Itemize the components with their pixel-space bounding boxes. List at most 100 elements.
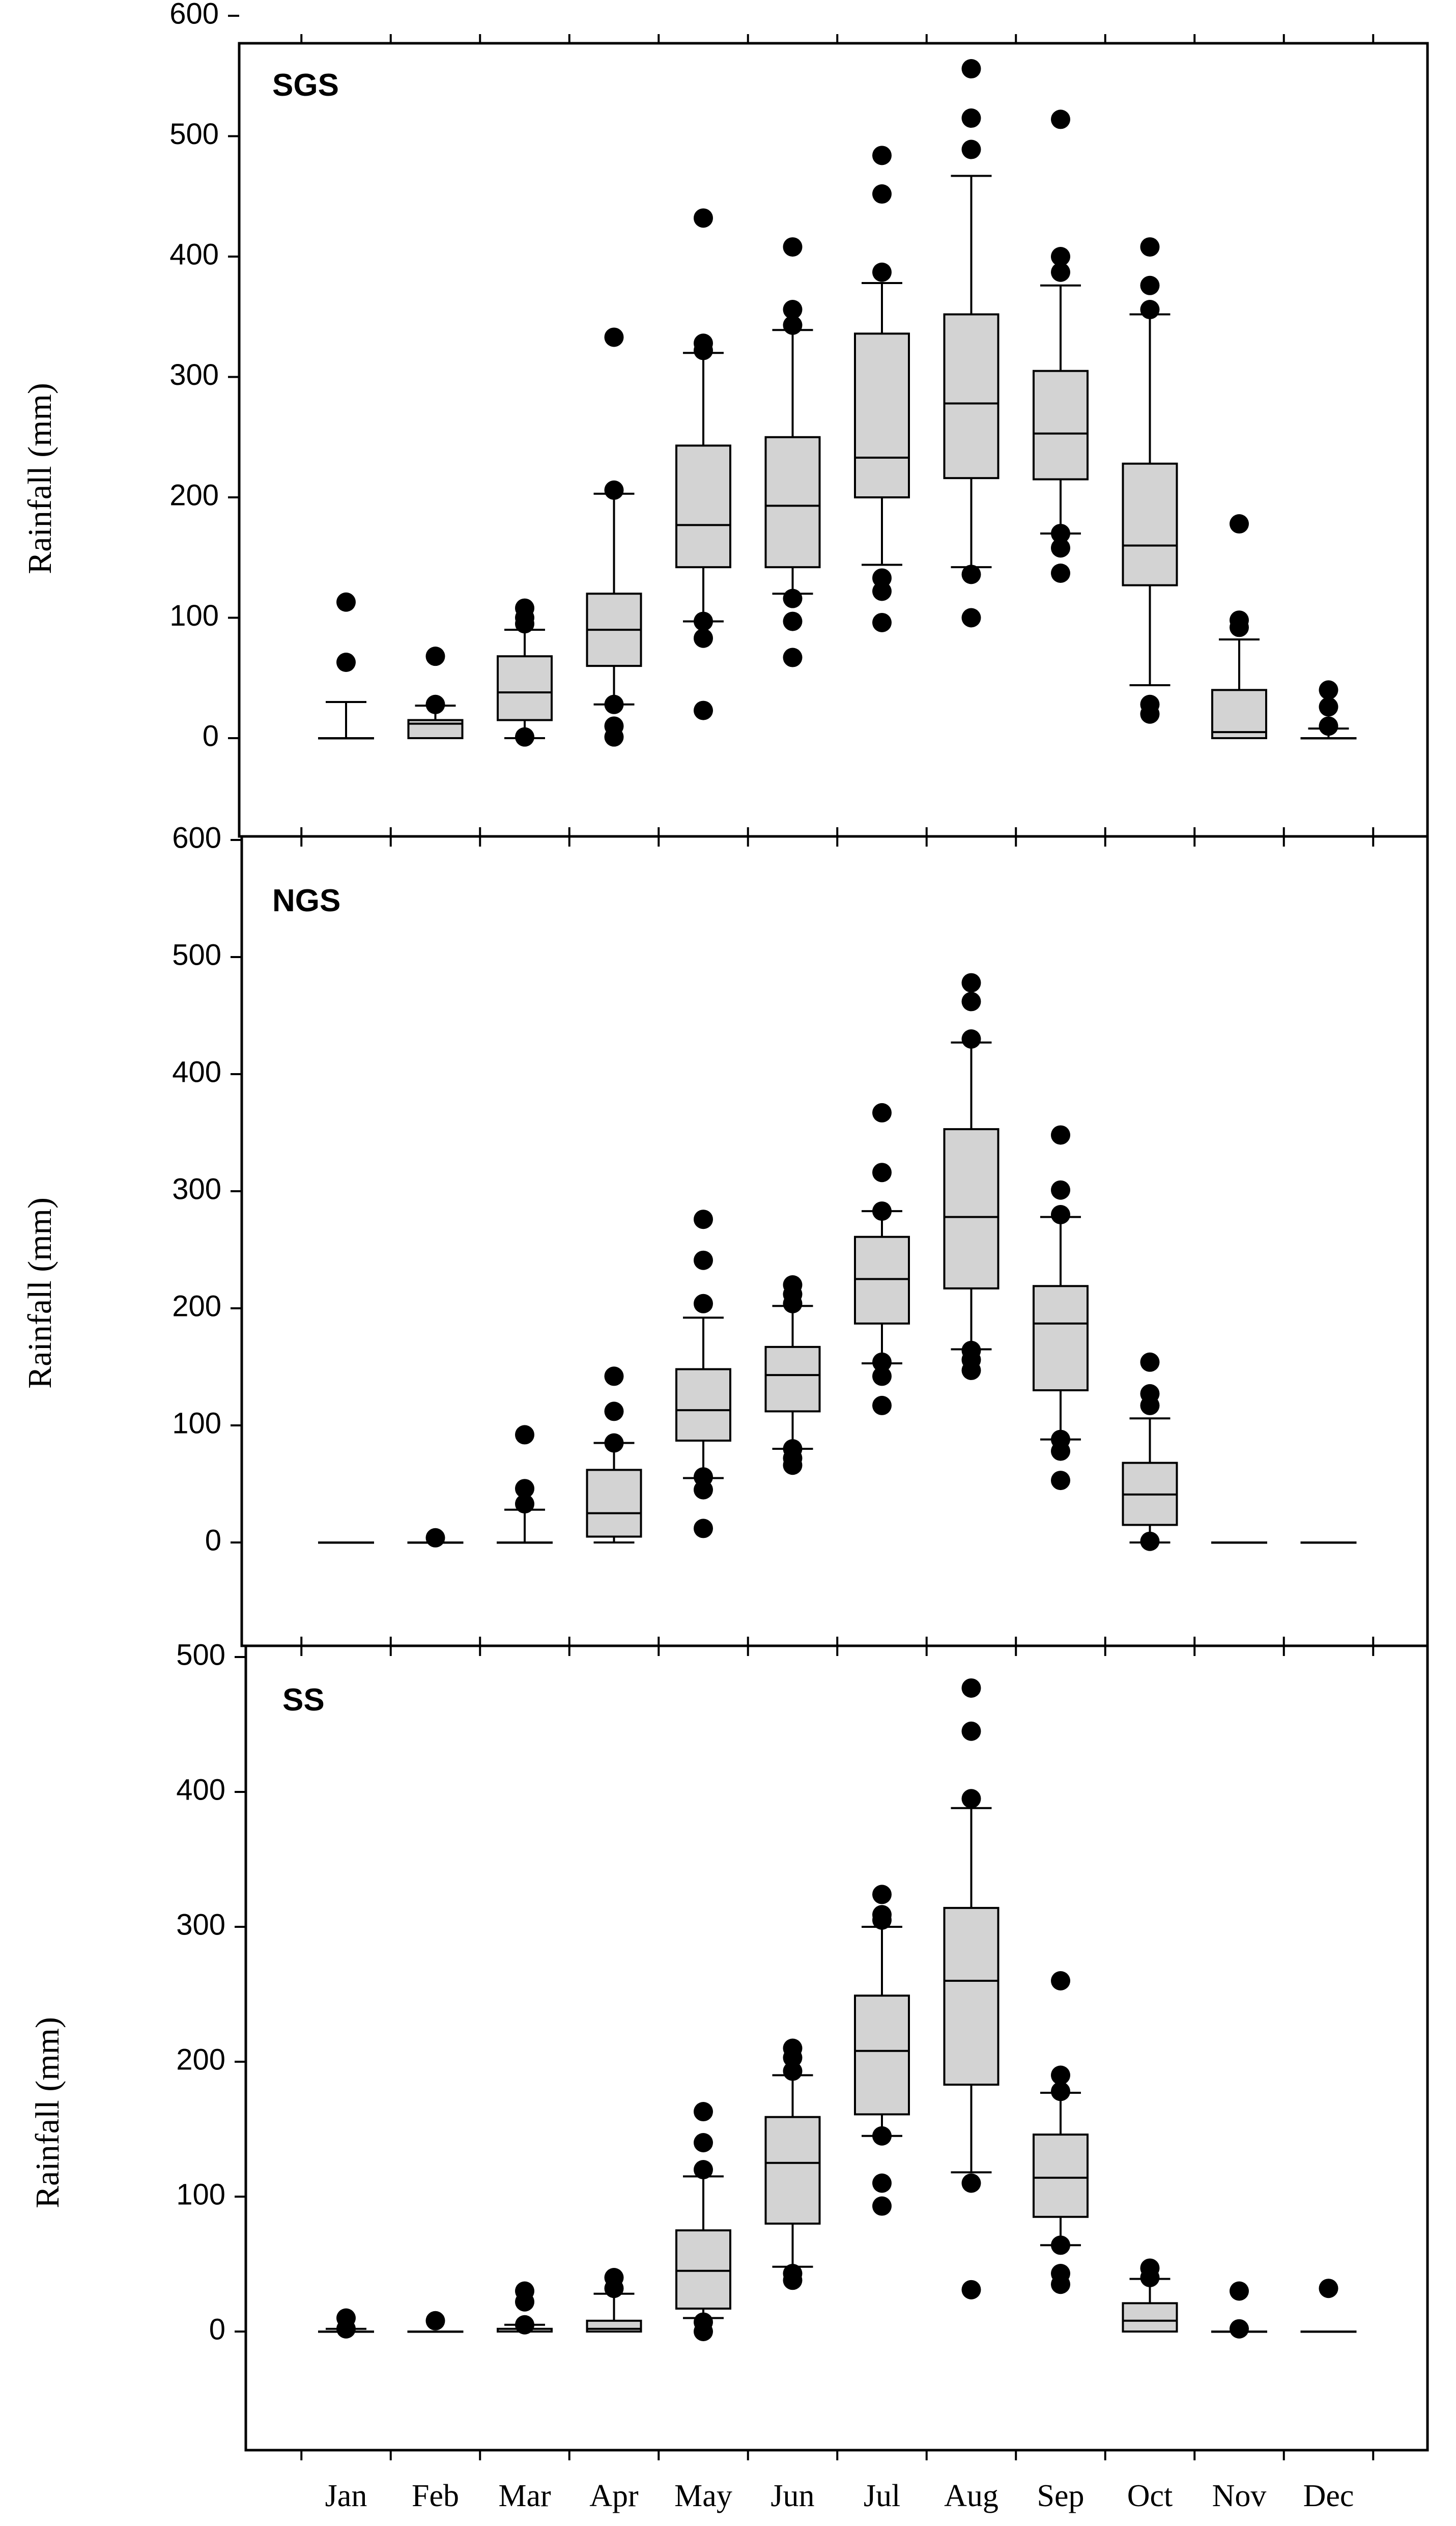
outlier-point [1230, 610, 1249, 630]
outlier-point [604, 1366, 624, 1386]
y-tick-label: 0 [205, 1524, 221, 1557]
outlier-point [961, 1789, 981, 1809]
iqr-box [675, 1368, 731, 1442]
outlier-point [604, 2268, 624, 2287]
outlier-point [1051, 262, 1070, 282]
iqr-box [764, 2116, 821, 2225]
outlier-point [1140, 300, 1160, 320]
outlier-point [1051, 1471, 1070, 1491]
outlier-point [694, 208, 713, 228]
outlier-point [1140, 1384, 1160, 1404]
box-feb [407, 647, 464, 740]
outlier-point [515, 598, 534, 618]
x-tick-label-aug: Aug [944, 2479, 998, 2513]
y-ticks: 0 100 200 300 400 500 600 [169, 0, 239, 752]
outlier-point [872, 612, 892, 632]
outlier-point [1230, 2281, 1249, 2301]
y-axis-label: Rainfall (mm) [21, 383, 59, 574]
box-mar [497, 2281, 553, 2335]
outlier-point [515, 2315, 534, 2335]
outlier-point [1140, 237, 1160, 257]
y-tick-label: 200 [172, 1289, 221, 1323]
iqr-box [854, 1995, 910, 2116]
outlier-point [872, 1366, 892, 1386]
iqr-box [675, 2229, 731, 2310]
outlier-point [425, 694, 445, 714]
plot-frame [240, 835, 1429, 1647]
y-tick-label: 100 [169, 599, 219, 632]
outlier-point [783, 1439, 803, 1458]
box-dec [1300, 2279, 1357, 2333]
box-nov [1211, 2281, 1267, 2339]
outlier-point [1230, 2319, 1249, 2339]
panel-ngs: NGS Rainfall (mm) 0 100 200 300 400 500 600 [21, 821, 1429, 1656]
box-sep [1033, 1125, 1089, 1491]
box-aug [943, 1678, 1000, 2299]
y-tick-label: 200 [169, 479, 219, 512]
y-tick-label: 300 [169, 358, 219, 391]
outlier-point [694, 2160, 713, 2179]
x-tick-labels: Jan Feb Mar Apr May Jun Jul Aug Sep Oct Nov Dec [325, 2479, 1354, 2513]
iqr-box [854, 332, 910, 498]
outlier-point [1051, 2065, 1070, 2085]
box-mar [497, 598, 553, 747]
x-tick-label-feb: Feb [412, 2479, 459, 2513]
outlier-point [872, 146, 892, 165]
outlier-point [872, 1201, 892, 1221]
outlier-point [694, 333, 713, 353]
outlier-point [694, 628, 713, 648]
outlier-point [336, 2308, 356, 2328]
outlier-point [961, 565, 981, 584]
y-ticks: 0 100 200 300 400 500 600 [172, 821, 242, 1557]
outlier-point [1319, 697, 1338, 717]
outlier-point [961, 59, 981, 79]
x-tick-label-jun: Jun [770, 2479, 814, 2513]
iqr-box [1033, 1285, 1089, 1392]
box-dec [1300, 1541, 1357, 1544]
outlier-point [694, 2133, 713, 2152]
box-may [675, 2102, 731, 2341]
y-tick-label: 200 [176, 2043, 225, 2076]
outlier-point [694, 1294, 713, 1313]
outlier-point [604, 327, 624, 347]
box-jun [764, 237, 821, 667]
box-jul [854, 146, 910, 632]
outlier-point [694, 2102, 713, 2122]
outlier-point [515, 1494, 534, 1514]
outlier-point [1051, 523, 1070, 543]
outlier-point [515, 1425, 534, 1445]
box-jan [318, 592, 374, 740]
outlier-point [783, 300, 803, 320]
box-jul [854, 1885, 910, 2216]
y-tick-label: 0 [203, 719, 219, 752]
outlier-point [1051, 109, 1070, 129]
y-tick-label: 500 [176, 1638, 225, 1671]
outlier-point [694, 1519, 713, 1538]
outlier-point [783, 2038, 803, 2058]
iqr-box [1122, 2302, 1178, 2333]
box-sep [1033, 109, 1089, 583]
x-tick-label-sep: Sep [1037, 2479, 1084, 2513]
x-tick-label-dec: Dec [1303, 2479, 1354, 2513]
outlier-point [961, 1029, 981, 1049]
box-aug [943, 59, 1000, 628]
plot-frame [244, 1644, 1429, 2452]
x-tick-label-nov: Nov [1212, 2479, 1267, 2513]
outlier-point [694, 611, 713, 631]
outlier-point [961, 2280, 981, 2299]
outlier-point [961, 108, 981, 128]
boxes [318, 973, 1357, 1551]
outlier-point [515, 2281, 534, 2301]
outlier-point [515, 1479, 534, 1499]
outlier-point [515, 727, 534, 747]
outlier-point [604, 1433, 624, 1453]
box-mar [497, 1425, 553, 1544]
y-tick-label: 500 [172, 938, 221, 971]
outlier-point [604, 716, 624, 736]
outlier-point [1230, 514, 1249, 534]
outlier-point [336, 592, 356, 612]
outlier-point [872, 2196, 892, 2216]
iqr-box [764, 1345, 821, 1413]
box-may [675, 1210, 731, 1538]
